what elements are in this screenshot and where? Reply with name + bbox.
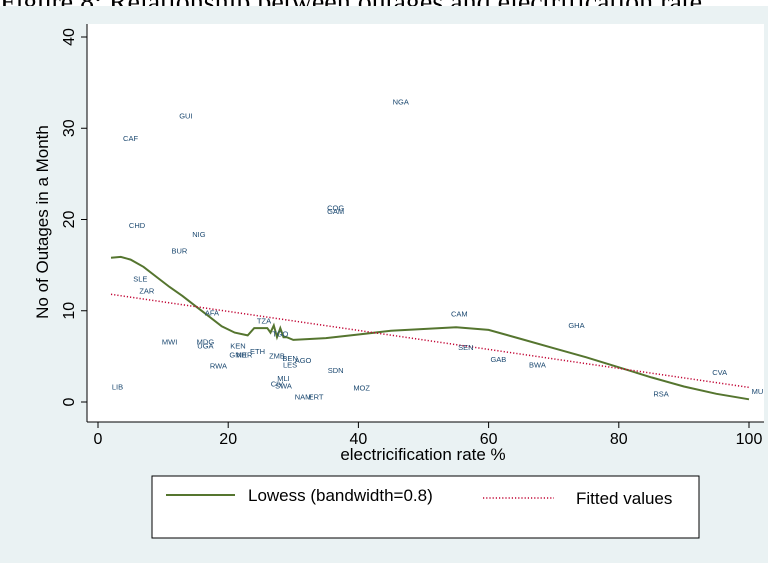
- point-label: MU: [752, 387, 764, 396]
- point-label: CAM: [451, 309, 468, 318]
- point-label: ETH: [250, 347, 265, 356]
- x-tick-label: 40: [350, 431, 368, 448]
- y-tick-label: 40: [61, 28, 78, 46]
- point-label: SDN: [328, 366, 344, 375]
- x-tick-label: 80: [610, 431, 628, 448]
- plot-area: [87, 24, 764, 422]
- point-label: MOZ: [353, 383, 370, 392]
- x-tick-label: 20: [219, 431, 237, 448]
- point-label: NIG: [192, 230, 206, 239]
- point-label: RSA: [653, 390, 668, 399]
- legend-fitted-label: Fitted values: [576, 489, 672, 508]
- point-label: MWI: [162, 338, 177, 347]
- y-tick-label: 0: [61, 397, 78, 406]
- point-label: NGA: [393, 98, 409, 107]
- point-label: BEN: [282, 354, 297, 363]
- lowess-line: [110, 255, 750, 401]
- point-label: RWA: [210, 361, 227, 370]
- point-label: GMB: [229, 350, 246, 359]
- x-ticks: 0 20 40 60 80 100: [94, 422, 763, 448]
- point-label: GAB: [490, 355, 506, 364]
- point-label: SEN: [458, 343, 473, 352]
- point-label: NAM: [295, 392, 312, 401]
- y-ticks: 0 10 20 30 40: [61, 28, 87, 406]
- point-label: TZA: [257, 317, 271, 326]
- point-label: CVA: [712, 368, 727, 377]
- point-label: KEN: [230, 341, 245, 350]
- point-label: GUI: [179, 111, 192, 120]
- point-label: AFA: [205, 308, 219, 317]
- y-tick-label: 10: [61, 302, 78, 320]
- point-label: TGO: [272, 329, 288, 338]
- legend-lowess-label: Lowess (bandwidth=0.8): [248, 486, 433, 505]
- point-label: LIB: [112, 382, 123, 391]
- point-label: ERT: [309, 392, 324, 401]
- point-label: CIV: [271, 380, 284, 389]
- series-layer: [110, 255, 750, 401]
- point-label: MDG: [197, 338, 215, 347]
- point-label: GAM: [327, 207, 344, 216]
- point-label: ZAR: [139, 287, 155, 296]
- point-label: GHA: [568, 321, 584, 330]
- x-tick-label: 0: [94, 431, 103, 448]
- point-label: CAF: [123, 134, 138, 143]
- point-label: NER: [237, 350, 253, 359]
- legend-box: [151, 475, 700, 539]
- x-tick-label: 60: [480, 431, 498, 448]
- point-label: ZMB: [269, 351, 285, 360]
- point-label: BUR: [171, 246, 187, 255]
- x-axis-title: electricification rate %: [340, 445, 505, 464]
- point-label: LES: [283, 360, 297, 369]
- point-label: SLE: [133, 275, 147, 284]
- point-label: UGA: [197, 341, 213, 350]
- y-axis-title: No of Outages in a Month: [33, 125, 52, 319]
- point-label: AGO: [295, 356, 312, 365]
- y-tick-label: 20: [61, 211, 78, 229]
- y-tick-label: 30: [61, 119, 78, 137]
- point-label: COG: [327, 204, 344, 213]
- point-label: MLI: [277, 374, 290, 383]
- x-tick-label: 100: [736, 431, 763, 448]
- point-label: SWA: [275, 381, 292, 390]
- point-label: CHD: [129, 221, 146, 230]
- point-label: BWA: [529, 360, 546, 369]
- page-title: Figure 8: Relationship between outages a…: [0, 0, 768, 6]
